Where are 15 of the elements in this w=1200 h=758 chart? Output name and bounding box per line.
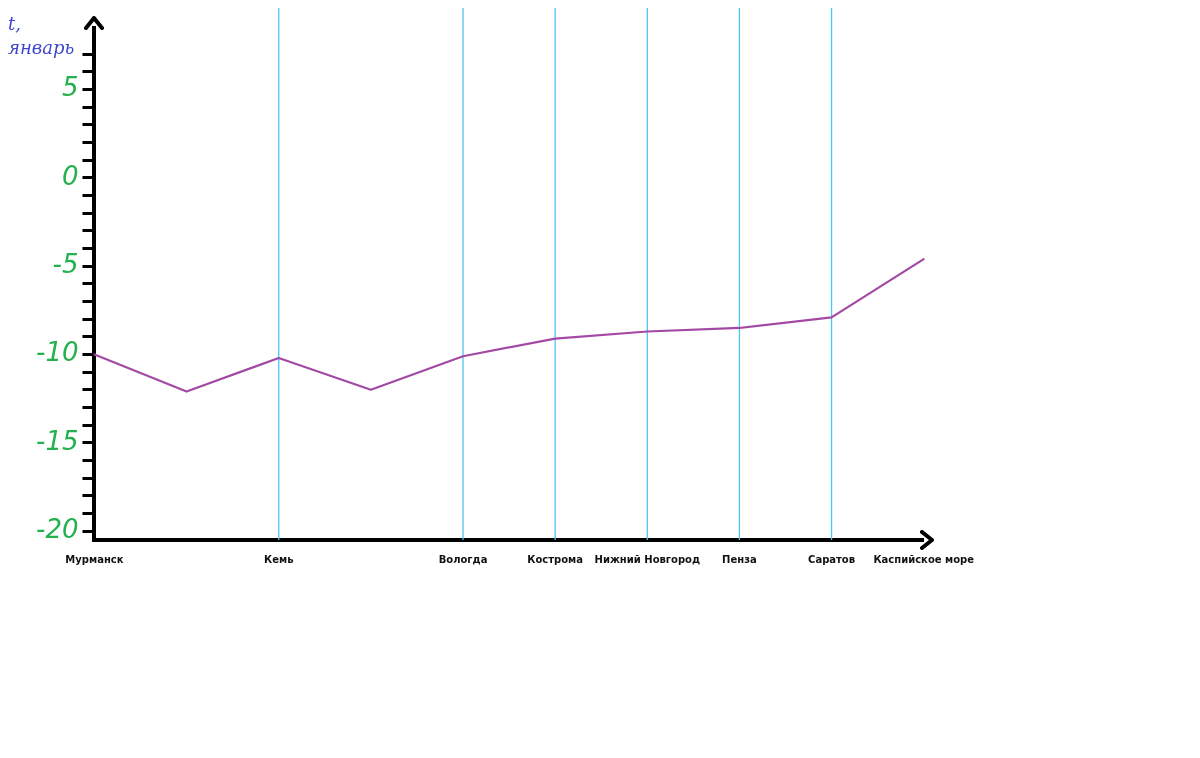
x-tick-label: Кострома xyxy=(527,553,584,565)
x-tick-label: Кемь xyxy=(264,553,294,565)
y-tick-label: -15 xyxy=(36,425,79,456)
x-tick-label: Нижний Новгород xyxy=(594,553,701,565)
y-tick-label: -20 xyxy=(36,513,79,544)
x-tick-label: Мурманск xyxy=(65,553,124,565)
x-tick-label: Вологда xyxy=(438,553,488,565)
x-tick-label: Каспийское море xyxy=(873,553,975,565)
x-tick-label: Саратов xyxy=(808,553,856,565)
x-tick-label: Пенза xyxy=(722,553,757,565)
y-tick-label: -5 xyxy=(52,248,79,279)
y-axis-title: t, январь xyxy=(8,12,76,60)
y-tick-label: -10 xyxy=(36,337,79,368)
y-tick-label: 0 xyxy=(61,160,79,191)
y-tick-label: 5 xyxy=(61,72,79,103)
